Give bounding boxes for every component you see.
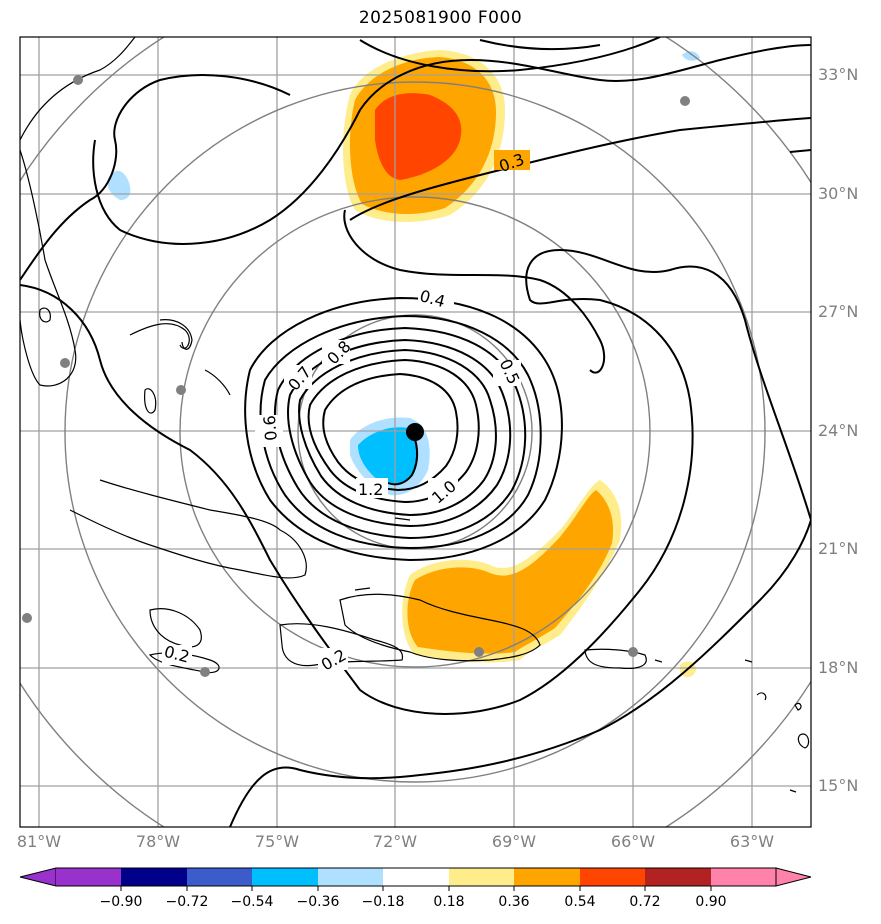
- lon-label: 66°W: [610, 832, 656, 851]
- contour-label: 0.6: [260, 415, 281, 442]
- neg-anomaly-spot-ne: [682, 51, 700, 61]
- lon-label: 75°W: [254, 832, 300, 851]
- station-marker: [22, 613, 32, 623]
- lat-label: 15°N: [818, 776, 859, 795]
- colorbar-segment: [645, 868, 711, 886]
- colorbar-tick-label: 0.18: [433, 894, 465, 910]
- lon-label: 69°W: [491, 832, 537, 851]
- coastlines: [20, 37, 810, 793]
- range-rings: [20, 37, 811, 827]
- colorbar-tick-label: −0.18: [361, 894, 405, 910]
- colorbar-segment: [711, 868, 776, 886]
- stations: [22, 75, 690, 677]
- map-frame: [19, 36, 812, 828]
- colorbar-tick-label: 0.72: [629, 894, 661, 910]
- colorbar-arrow-right: [775, 867, 812, 887]
- colorbar-tick-label: 0.36: [498, 894, 530, 910]
- colorbar-segment: [252, 868, 318, 886]
- station-marker: [60, 358, 70, 368]
- colorbar-arrow-left: [19, 867, 57, 887]
- pos-anomaly-north-dark: [375, 93, 462, 180]
- colorbar-segment: [580, 868, 645, 886]
- lat-label: 27°N: [818, 302, 859, 321]
- lat-label: 33°N: [818, 65, 859, 84]
- lat-label: 30°N: [818, 184, 859, 203]
- lon-label: 81°W: [16, 832, 62, 851]
- colorbar: [19, 867, 812, 891]
- graticule: [20, 37, 811, 827]
- station-marker: [200, 667, 210, 677]
- colorbar-segment: [121, 868, 187, 886]
- station-marker: [628, 647, 638, 657]
- contours: [20, 37, 811, 827]
- lon-label: 72°W: [372, 832, 418, 851]
- lat-label: 21°N: [818, 539, 859, 558]
- colorbar-tick-label: −0.54: [230, 894, 274, 910]
- neg-anomaly-spot-west: [107, 170, 131, 200]
- lat-label: 18°N: [818, 658, 859, 677]
- colorbar-tick-label: −0.90: [99, 894, 143, 910]
- storm-center-marker: [406, 423, 424, 441]
- station-marker: [73, 75, 83, 85]
- neg-anomaly-storm-dark: [358, 427, 417, 485]
- map-title: 2025081900 F000: [358, 8, 523, 28]
- station-marker: [474, 647, 484, 657]
- colorbar-tick-label: 0.54: [564, 894, 596, 910]
- colorbar-segment: [383, 868, 449, 886]
- colorbar-segment: [56, 868, 121, 886]
- contour-label: 1.2: [358, 480, 383, 499]
- colorbar-tick-label: −0.36: [296, 894, 340, 910]
- colorbar-tick-label: 0.90: [695, 894, 727, 910]
- lon-label: 78°W: [135, 832, 181, 851]
- colorbar-segment: [449, 868, 514, 886]
- station-marker: [680, 96, 690, 106]
- colorbar-segment: [318, 868, 383, 886]
- colorbar-segment: [514, 868, 580, 886]
- colorbar-segment: [187, 868, 252, 886]
- colorbar-tick-label: −0.72: [165, 894, 209, 910]
- lat-label: 24°N: [818, 421, 859, 440]
- station-marker: [176, 385, 186, 395]
- lon-label: 63°W: [729, 832, 775, 851]
